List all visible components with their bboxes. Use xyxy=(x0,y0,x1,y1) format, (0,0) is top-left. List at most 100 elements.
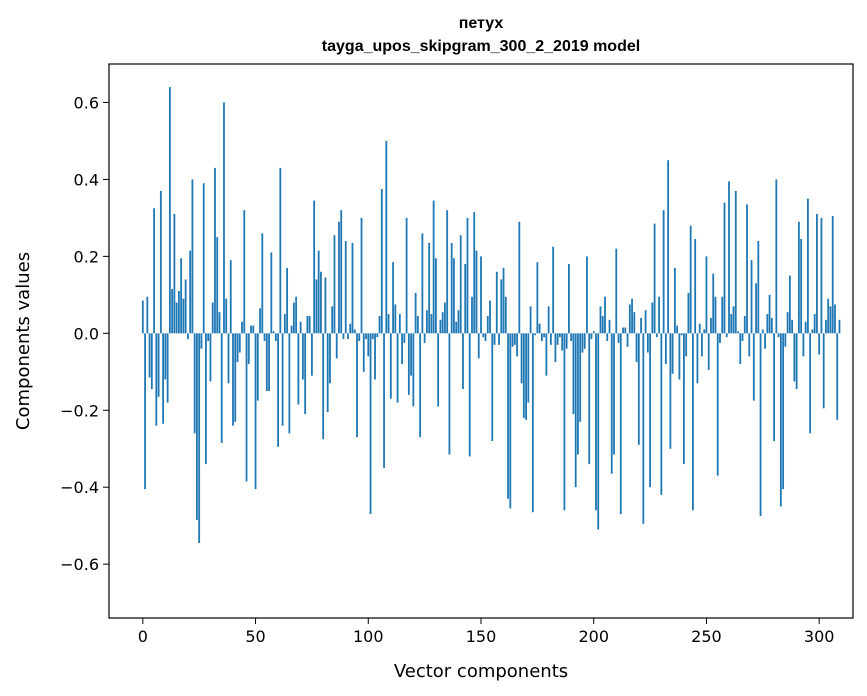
bar xyxy=(802,333,805,357)
bar xyxy=(148,333,151,378)
bar xyxy=(646,333,649,353)
bar xyxy=(200,333,203,349)
bar xyxy=(177,290,180,334)
chart-title-word: петух xyxy=(459,15,504,32)
bar xyxy=(362,333,365,372)
bar xyxy=(214,167,216,334)
bar xyxy=(313,200,316,334)
bar xyxy=(797,221,800,334)
bar xyxy=(660,333,663,495)
bar xyxy=(813,314,816,334)
bar xyxy=(529,306,532,334)
bar xyxy=(353,329,356,334)
bar xyxy=(633,312,636,334)
bar xyxy=(209,333,212,382)
bar xyxy=(791,319,794,334)
bar xyxy=(561,333,564,351)
bar xyxy=(480,256,482,334)
bar xyxy=(637,333,640,445)
bar xyxy=(619,333,622,515)
y-axis-ticks: 0.6 0.4 0.2 0.0 −0.2 −0.4 −0.6 xyxy=(60,93,109,574)
bar xyxy=(317,250,320,334)
bar xyxy=(471,296,473,334)
bar xyxy=(549,333,552,345)
bar xyxy=(428,242,431,334)
bar xyxy=(651,302,654,334)
y-axis-label: Components values xyxy=(13,252,34,430)
bar xyxy=(680,333,683,336)
bar xyxy=(250,325,252,334)
bar xyxy=(283,314,286,334)
bar xyxy=(825,319,827,334)
bar xyxy=(448,333,451,455)
bar xyxy=(166,333,169,403)
bar xyxy=(838,319,841,334)
bar xyxy=(394,304,397,334)
bar xyxy=(430,314,433,334)
chart-title-model: tayga_upos_skipgram_300_2_2019 model xyxy=(322,38,640,55)
bar xyxy=(146,296,149,334)
bar xyxy=(207,333,210,341)
bar xyxy=(779,333,782,507)
bar xyxy=(669,333,672,449)
bar xyxy=(493,333,496,345)
bar xyxy=(272,331,275,334)
bar xyxy=(279,167,282,334)
bar xyxy=(412,333,415,407)
bar xyxy=(592,331,595,334)
x-tick-label: 200 xyxy=(578,627,609,646)
bar xyxy=(331,306,334,334)
bar xyxy=(187,333,189,340)
bar xyxy=(306,315,309,334)
bar xyxy=(597,333,600,530)
bar xyxy=(349,323,352,334)
bar xyxy=(389,333,392,399)
bar xyxy=(247,333,250,365)
bar xyxy=(491,333,494,442)
bar xyxy=(610,333,613,474)
bar xyxy=(755,283,757,334)
bar xyxy=(495,271,498,334)
bar xyxy=(220,333,223,443)
bar xyxy=(712,273,715,334)
bar xyxy=(425,310,428,334)
bar xyxy=(721,296,724,334)
bar xyxy=(157,333,160,397)
bar xyxy=(714,296,717,334)
bar xyxy=(590,333,593,340)
bar xyxy=(218,312,221,334)
bar xyxy=(457,310,460,334)
y-tick-label: −0.2 xyxy=(60,401,99,420)
bar xyxy=(701,333,703,357)
bar xyxy=(198,333,201,543)
bar xyxy=(606,333,609,341)
bar xyxy=(202,183,205,334)
bar xyxy=(502,267,505,334)
bar xyxy=(716,333,719,476)
bar xyxy=(795,333,798,390)
bar xyxy=(444,302,446,334)
x-tick-label: 100 xyxy=(353,627,384,646)
bar xyxy=(265,333,268,392)
bar xyxy=(259,308,261,334)
bar xyxy=(482,333,485,338)
bar xyxy=(534,333,537,336)
bar xyxy=(263,333,266,341)
bar xyxy=(685,333,688,357)
bar xyxy=(509,333,512,509)
bar xyxy=(739,333,742,365)
bar xyxy=(504,296,507,334)
bar xyxy=(292,302,295,334)
bar xyxy=(547,306,550,334)
bar xyxy=(653,223,656,334)
bar xyxy=(705,256,708,334)
bar xyxy=(252,325,255,334)
bar xyxy=(710,317,712,334)
bar xyxy=(723,202,726,334)
plot-frame xyxy=(108,63,854,619)
bar xyxy=(322,333,325,440)
bar xyxy=(171,289,174,334)
bar xyxy=(441,312,444,334)
bar xyxy=(333,235,336,334)
bar xyxy=(775,179,778,334)
